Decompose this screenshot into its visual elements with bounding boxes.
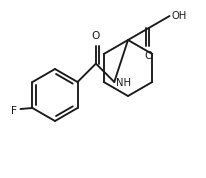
Text: O: O [145, 51, 153, 61]
Text: OH: OH [172, 11, 187, 21]
Text: NH: NH [116, 78, 131, 88]
Text: F: F [12, 106, 18, 116]
Text: O: O [92, 31, 100, 41]
